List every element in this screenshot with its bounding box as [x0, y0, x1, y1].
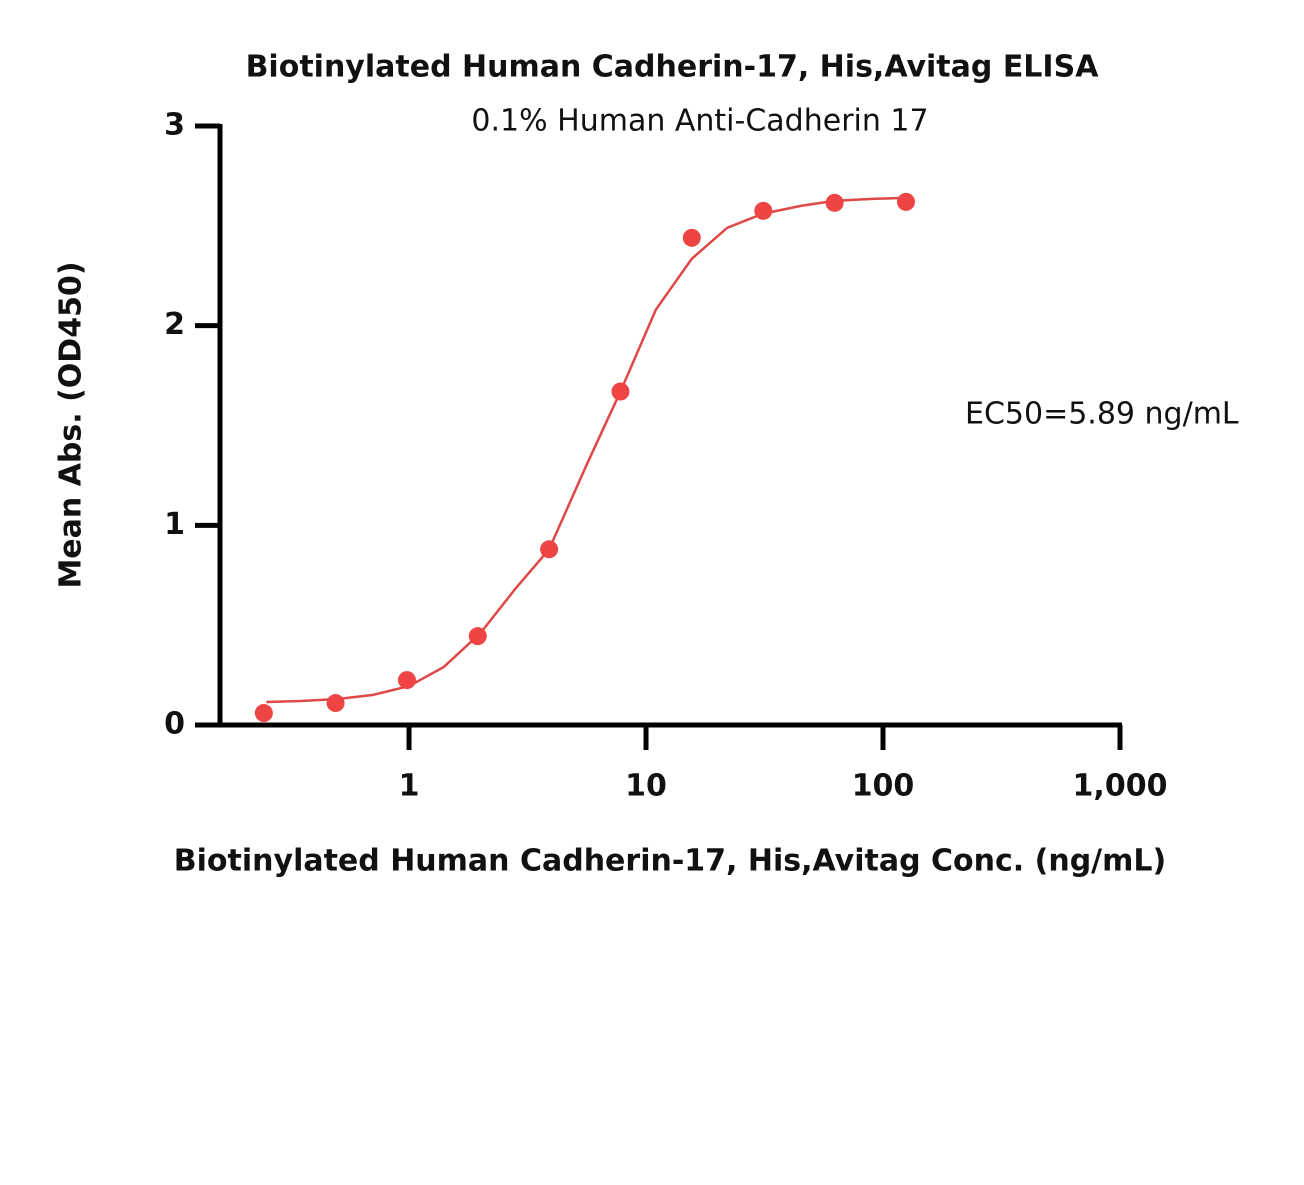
x-tick-label: 100 [852, 769, 915, 804]
chart-subtitle: 0.1% Human Anti-Cadherin 17 [471, 104, 928, 139]
x-tick-label: 1 [399, 769, 420, 804]
data-point [825, 193, 844, 212]
annotation: EC50=5.89 ng/mL [965, 397, 1239, 432]
data-point [754, 201, 773, 220]
x-tick-label: 10 [625, 769, 667, 804]
data-point [254, 704, 273, 723]
data-point [611, 382, 630, 401]
data-point [326, 694, 345, 713]
data-point [468, 627, 487, 646]
y-axis-label: Mean Abs. (OD450) [54, 261, 89, 588]
y-tick-label: 3 [164, 108, 185, 143]
x-tick-label: 1,000 [1073, 769, 1168, 804]
fit-curve [266, 196, 907, 704]
data-point [397, 671, 416, 690]
y-tick-label: 2 [164, 307, 185, 342]
data-point [682, 228, 701, 247]
y-tick-label: 0 [164, 707, 185, 742]
data-point [896, 192, 915, 211]
chart-title: Biotinylated Human Cadherin-17, His,Avit… [246, 50, 1100, 85]
x-axis-label: Biotinylated Human Cadherin-17, His,Avit… [174, 844, 1166, 879]
y-tick-label: 1 [164, 507, 185, 542]
data-point [540, 540, 559, 559]
